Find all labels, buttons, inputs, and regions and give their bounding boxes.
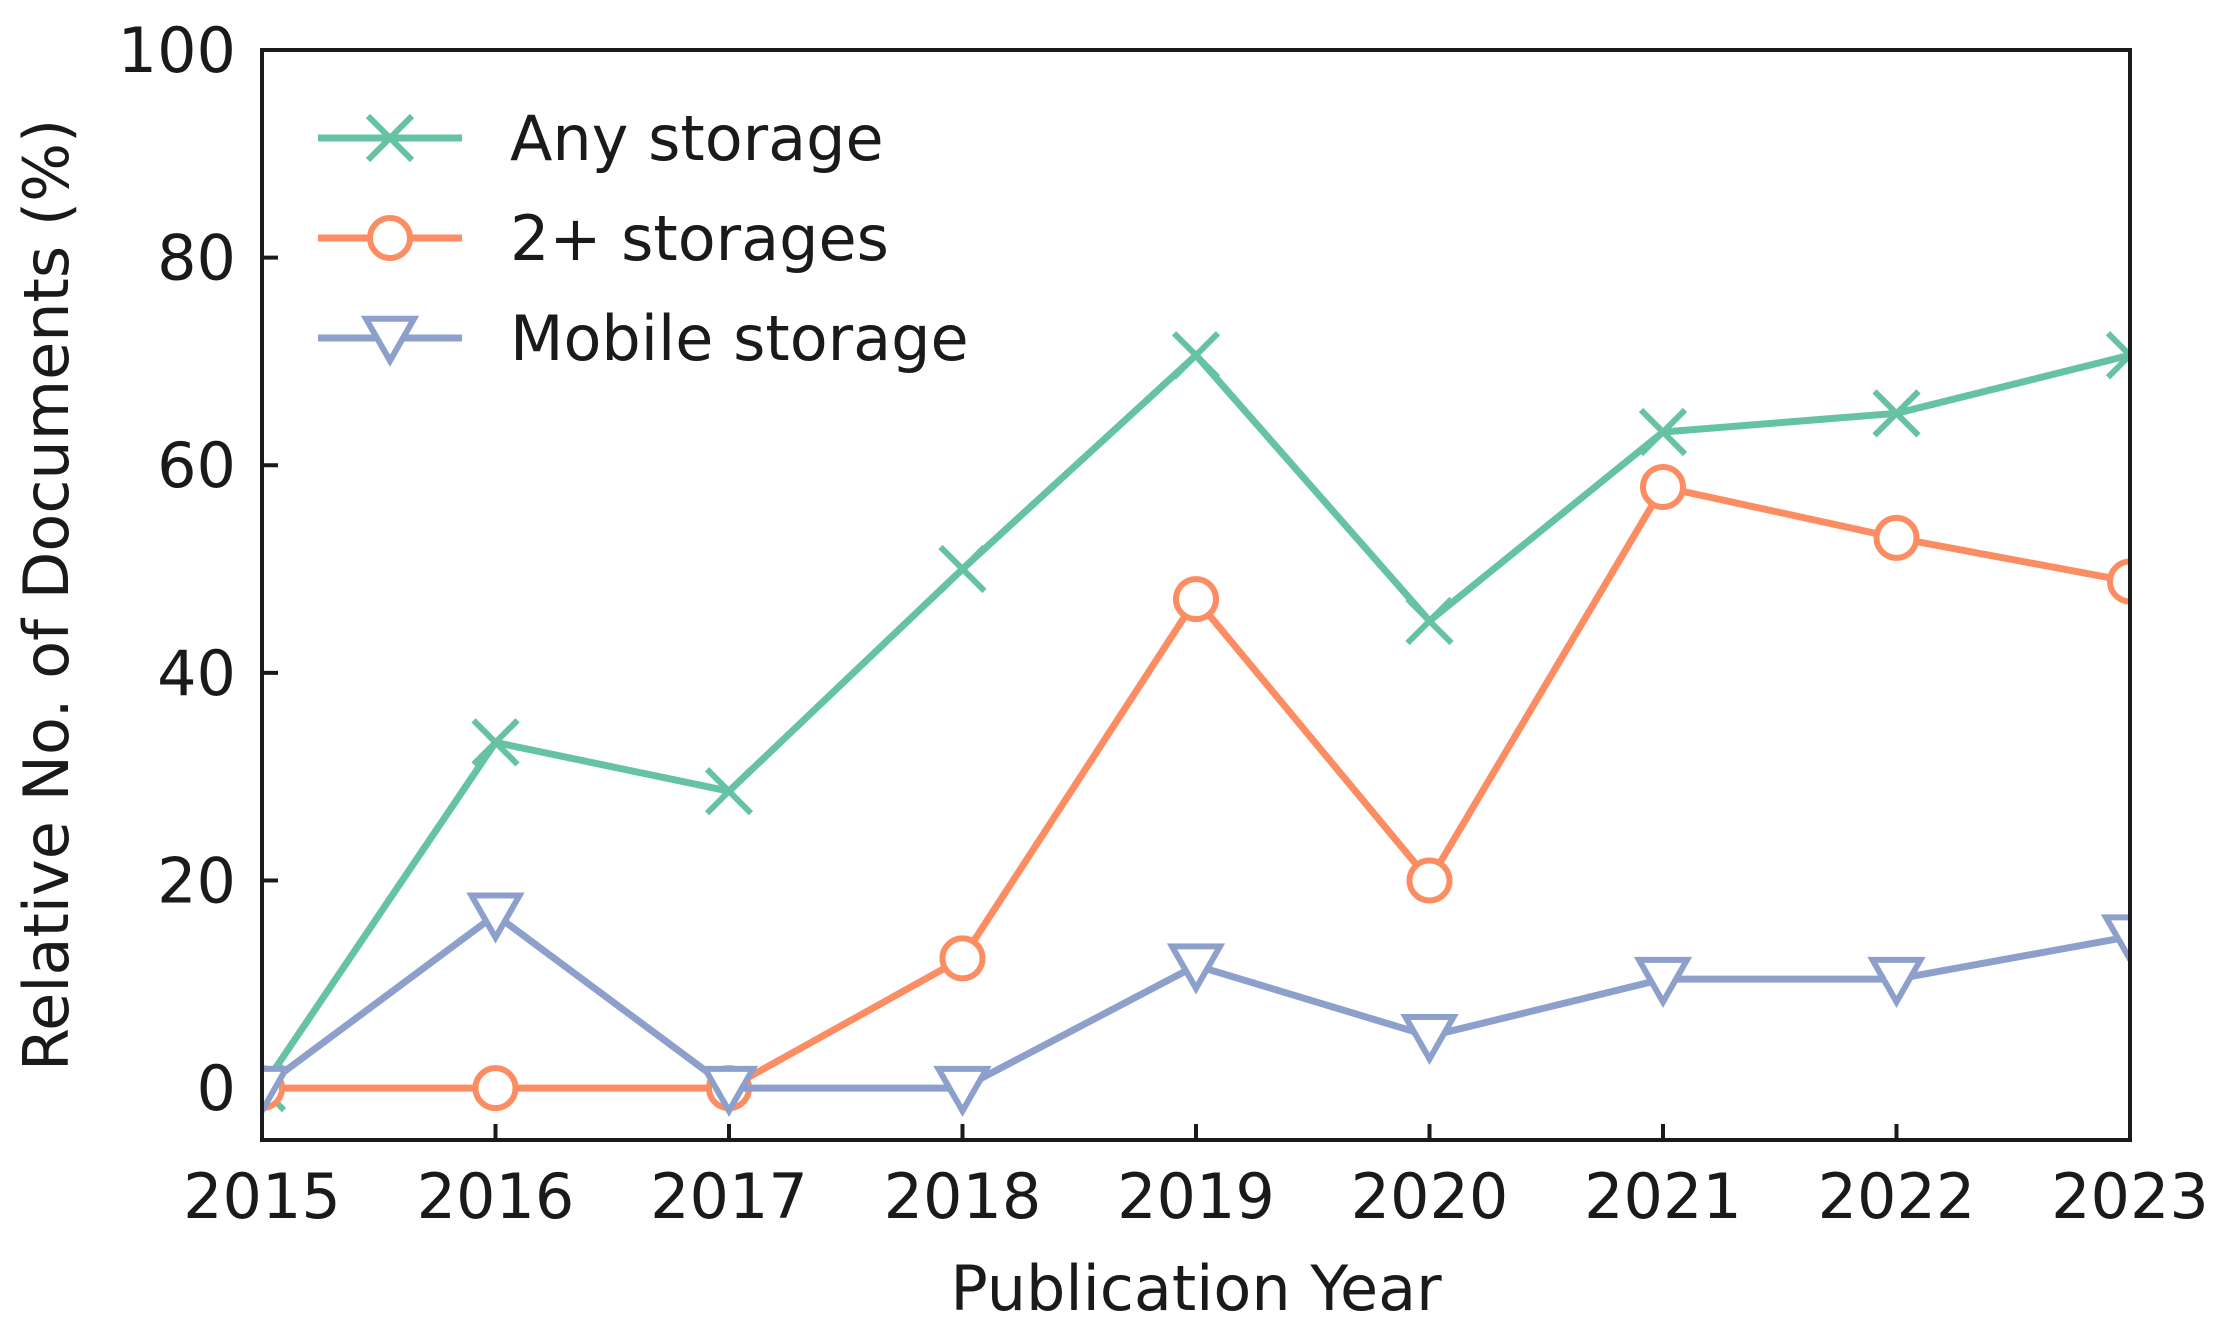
series-any-storage bbox=[262, 331, 2130, 1113]
y-axis-title: Relative No. of Documents (%) bbox=[10, 119, 83, 1071]
legend-item-any-storage: Any storage bbox=[318, 102, 884, 175]
y-tick-label: 20 bbox=[157, 844, 236, 917]
data-point-2-storages bbox=[939, 935, 986, 982]
data-point-mobile-storage bbox=[933, 1065, 992, 1117]
data-point-any-storage bbox=[938, 544, 987, 594]
data-point-mobile-storage bbox=[2100, 914, 2130, 966]
data-point-mobile-storage bbox=[1867, 956, 1926, 1008]
data-point-any-storage bbox=[1872, 389, 1921, 438]
y-tick-label: 80 bbox=[157, 222, 236, 295]
data-point-mobile-storage bbox=[1633, 956, 1693, 1008]
y-tick-label: 0 bbox=[197, 1052, 236, 1125]
data-point-2-storages bbox=[1173, 576, 1219, 623]
series-mobile-storage bbox=[262, 892, 2130, 1117]
x-tick-label: 2016 bbox=[417, 1160, 575, 1233]
legend: Any storage 2+ storages Mobile storage bbox=[318, 102, 969, 375]
legend-item-mobile-storage: Mobile storage bbox=[318, 302, 969, 375]
data-point-any-storage bbox=[471, 718, 520, 767]
data-point-2-storages bbox=[1873, 514, 1920, 561]
legend-marker bbox=[360, 315, 420, 367]
data-point-2-storages bbox=[1640, 464, 1686, 511]
data-point-any-storage bbox=[1638, 407, 1688, 457]
legend-item-2-storages: 2+ storages bbox=[318, 202, 889, 275]
x-tick-label: 2018 bbox=[884, 1160, 1042, 1233]
x-tick-label: 2019 bbox=[1117, 1160, 1275, 1233]
x-axis-title: Publication Year bbox=[950, 1252, 1442, 1325]
x-tick-label: 2022 bbox=[1818, 1160, 1976, 1233]
data-point-2-storages bbox=[1406, 857, 1453, 904]
plot-area bbox=[262, 331, 2130, 1117]
x-tick-label: 2021 bbox=[1584, 1160, 1742, 1233]
data-point-2-storages bbox=[472, 1065, 519, 1112]
data-point-2-storages bbox=[2107, 558, 2130, 605]
y-tick-label: 40 bbox=[157, 637, 236, 710]
x-tick-label: 2015 bbox=[183, 1160, 341, 1233]
y-axis-ticks: 0 20 40 60 80 100 bbox=[118, 14, 278, 1125]
data-point-any-storage bbox=[1171, 331, 1221, 380]
data-point-mobile-storage bbox=[1166, 943, 1226, 995]
data-point-mobile-storage bbox=[262, 1065, 292, 1117]
data-point-any-storage bbox=[2105, 331, 2130, 380]
y-tick-label: 60 bbox=[157, 429, 236, 502]
legend-marker bbox=[365, 113, 415, 163]
series-2-storages bbox=[262, 464, 2130, 1112]
x-tick-label: 2020 bbox=[1351, 1160, 1509, 1233]
data-point-mobile-storage bbox=[699, 1065, 759, 1117]
data-point-mobile-storage bbox=[466, 892, 525, 944]
data-point-mobile-storage bbox=[1400, 1013, 1459, 1066]
series-line-mobile-storage bbox=[262, 910, 2130, 1092]
x-tick-label: 2023 bbox=[2051, 1160, 2209, 1233]
legend-label: 2+ storages bbox=[510, 202, 889, 275]
x-axis-ticks: 2015 2016 2017 2018 2019 2020 2021 2022 2023 bbox=[183, 1124, 2209, 1233]
legend-label: Any storage bbox=[510, 102, 884, 175]
legend-label: Mobile storage bbox=[510, 302, 969, 375]
x-tick-label: 2017 bbox=[650, 1160, 808, 1233]
data-point-any-storage bbox=[1405, 596, 1454, 646]
plot-frame bbox=[260, 48, 2132, 1142]
data-point-any-storage bbox=[704, 767, 754, 816]
y-tick-label: 100 bbox=[118, 14, 236, 87]
legend-marker bbox=[367, 215, 413, 261]
